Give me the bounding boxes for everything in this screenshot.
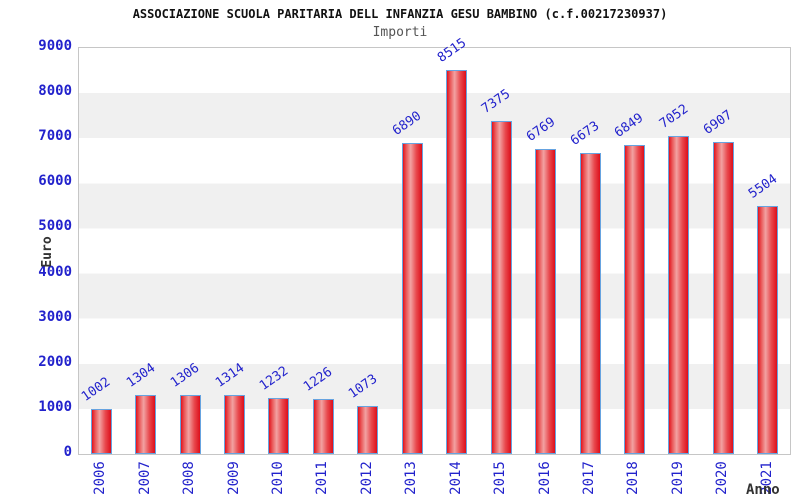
y-tick-label: 3000	[38, 308, 72, 325]
y-tick-label: 4000	[38, 263, 72, 280]
bar-value-label: 1306	[168, 360, 203, 391]
bar-value-label: 1314	[212, 360, 247, 391]
bar-value-label: 6907	[701, 107, 736, 139]
y-tick-label: 6000	[38, 173, 72, 190]
x-tick-label: 2006	[92, 461, 109, 495]
bar	[179, 395, 201, 454]
y-tick-label: 2000	[38, 353, 72, 370]
bar-value-label: 1232	[256, 364, 292, 395]
bar-value-label: 6769	[523, 114, 558, 145]
bar-value-label: 6890	[390, 108, 425, 140]
x-axis-title: Anno	[746, 482, 780, 498]
x-tick-label: 2010	[269, 461, 286, 495]
bar	[357, 405, 379, 454]
bar-value-label: 7375	[479, 86, 514, 118]
x-tick-label: 2020	[714, 461, 731, 495]
bar	[401, 143, 423, 454]
x-tick-label: 2017	[581, 461, 598, 495]
bar	[579, 152, 601, 454]
y-tick-label: 9000	[38, 38, 72, 54]
x-tick-label: 2007	[136, 461, 153, 495]
chart-subtitle: Importi	[372, 25, 428, 40]
bar	[712, 142, 734, 454]
x-tick-label: 2019	[669, 461, 686, 495]
x-tick-label: 2018	[625, 461, 642, 495]
y-tick-label: 5000	[38, 218, 72, 235]
x-tick-label: 2011	[314, 461, 331, 495]
bar-value-label: 6673	[568, 118, 603, 149]
bar	[135, 395, 157, 454]
x-tick-label: 2013	[403, 461, 420, 495]
bar-value-label: 1226	[301, 364, 336, 395]
y-axis-title: Euro	[40, 236, 55, 268]
x-tick-label: 2015	[492, 461, 509, 495]
bar-value-label: 1002	[79, 374, 114, 405]
chart-title: ASSOCIAZIONE SCUOLA PARITARIA DELL INFAN…	[132, 7, 668, 21]
x-tick-label: 2009	[225, 461, 242, 495]
bar-value-label: 7052	[656, 101, 692, 132]
bar	[757, 205, 779, 454]
bar	[90, 408, 112, 454]
bar	[490, 121, 512, 454]
x-tick-label: 2014	[447, 461, 464, 495]
bar	[268, 398, 290, 454]
plot-area: 1002 1304 1306 1314 1232 1226 1073 6890 8515 7375…	[78, 35, 791, 455]
bar-value-label: 6849	[612, 110, 647, 141]
x-tick-label: 2008	[181, 461, 198, 495]
x-tick-label: 2012	[358, 461, 375, 495]
bar	[623, 145, 645, 454]
bar-value-label: 5504	[745, 171, 781, 202]
y-tick-label: 7000	[38, 128, 72, 145]
bar	[224, 394, 246, 454]
bar	[446, 69, 468, 454]
bar	[535, 148, 557, 454]
y-tick-label: 0	[63, 444, 72, 460]
y-tick-label: 8000	[38, 83, 72, 100]
bar-value-label: 1073	[345, 371, 381, 402]
x-tick-label: 2016	[536, 461, 553, 495]
bar-value-label: 8515	[434, 35, 469, 66]
bar-value-label: 1304	[123, 360, 158, 392]
y-tick-label: 1000	[38, 398, 72, 415]
bar	[312, 398, 334, 454]
bar	[668, 135, 690, 454]
